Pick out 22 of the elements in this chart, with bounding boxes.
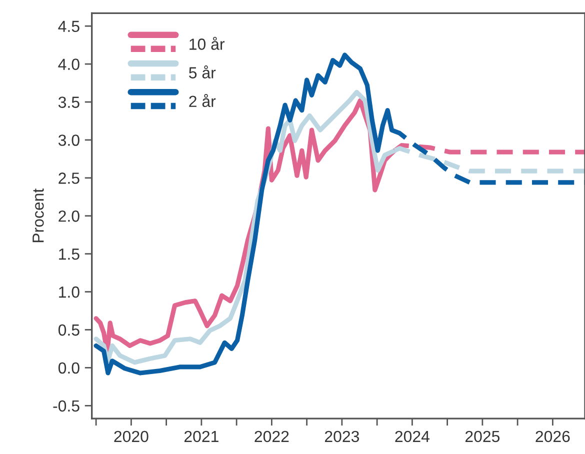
x-tick-label: 2026: [536, 430, 570, 442]
y-tick-label: 4.5: [58, 20, 80, 32]
y-tick-label: 2.5: [58, 172, 80, 184]
x-tick-label: 2020: [114, 430, 148, 442]
y-tick-label: 3.0: [58, 134, 80, 146]
y-tick-label: 1.5: [59, 248, 80, 260]
y-tick-label: -0.5: [53, 400, 80, 412]
x-tick-label: 2025: [465, 430, 500, 442]
y-tick-label: 3.5: [58, 96, 80, 108]
y-tick-label: 0.0: [58, 362, 80, 374]
x-tick-label: 2021: [184, 430, 218, 442]
y-tick-label: 1.0: [59, 286, 80, 298]
y-tick-label: 2.0: [58, 210, 80, 222]
legend-label: 10 år: [190, 36, 225, 50]
y-tick-label: 4.0: [58, 58, 80, 70]
x-tick-label: 2024: [395, 430, 430, 442]
y-axis-title: Procent: [32, 188, 44, 242]
x-tick-label: 2023: [324, 430, 359, 442]
legend-label: 5 år: [189, 65, 216, 78]
x-tick-label: 2022: [254, 430, 289, 442]
y-tick-label: 0.5: [58, 324, 80, 336]
legend-label: 2 år: [189, 94, 216, 108]
